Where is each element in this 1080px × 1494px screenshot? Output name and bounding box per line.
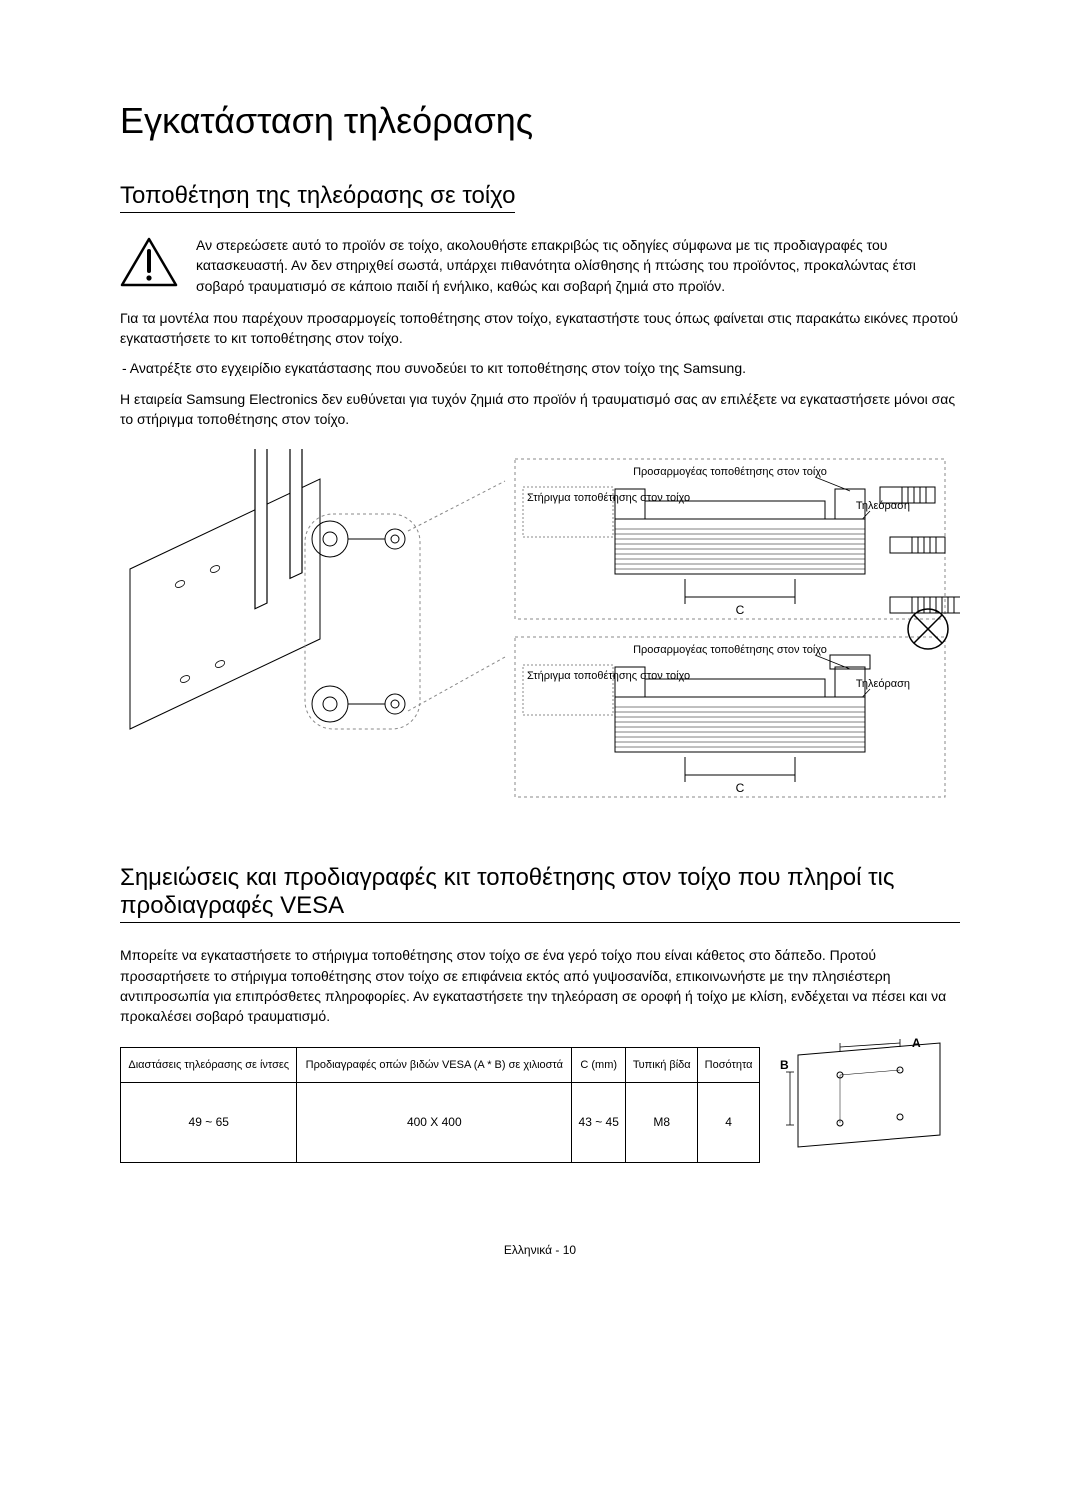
table-row: 49 ~ 65 400 X 400 43 ~ 45 M8 4 [121,1082,760,1162]
spec-table-row: Διαστάσεις τηλεόρασης σε ίντσες Προδιαγρ… [120,1037,960,1163]
mounting-diagram: Προσαρμογέας τοποθέτησης στον τοίχο Στήρ… [120,449,960,814]
warning-icon [120,237,178,292]
diagram-label-tv-bottom: Τηλεόραση [856,678,910,690]
section-wall-mount-heading: Τοποθέτηση της τηλεόρασης σε τοίχο [120,182,515,213]
bullet-list: Ανατρέξτε στο εγχειρίδιο εγκατάστασης πο… [120,358,960,378]
para-models: Για τα μοντέλα που παρέχουν προσαρμογείς… [120,308,960,349]
th-qty: Ποσότητα [698,1047,760,1082]
th-screw: Τυπική βίδα [626,1047,698,1082]
td-c: 43 ~ 45 [572,1082,626,1162]
td-screw: M8 [626,1082,698,1162]
spec-table: Διαστάσεις τηλεόρασης σε ίντσες Προδιαγρ… [120,1047,760,1163]
th-vesa: Προδιαγραφές οπών βιδών VESA (A * B) σε … [297,1047,572,1082]
diagram-label-c-top: C [736,603,745,617]
diagram-label-c-bottom: C [736,781,745,795]
th-c: C (mm) [572,1047,626,1082]
vesa-para: Μπορείτε να εγκαταστήσετε το στήριγμα το… [120,945,960,1026]
para-disclaimer: Η εταιρεία Samsung Electronics δεν ευθύν… [120,389,960,430]
schematic-a-label: A [912,1037,921,1050]
warning-text: Αν στερεώσετε αυτό το προϊόν σε τοίχο, α… [196,235,960,296]
td-qty: 4 [698,1082,760,1162]
warning-block: Αν στερεώσετε αυτό το προϊόν σε τοίχο, α… [120,235,960,296]
schematic-b-label: B [780,1058,789,1072]
bullet-manual: Ανατρέξτε στο εγχειρίδιο εγκατάστασης πο… [138,358,960,378]
vesa-schematic: A B [780,1037,950,1162]
page-title: Εγκατάσταση τηλεόρασης [120,100,960,142]
th-size: Διαστάσεις τηλεόρασης σε ίντσες [121,1047,297,1082]
section-vesa-heading: Σημειώσεις και προδιαγραφές κιτ τοποθέτη… [120,864,960,923]
diagram-label-adapter: Προσαρμογέας τοποθέτησης στον τοίχο [633,466,827,478]
diagram-label-bracket-top: Στήριγμα τοποθέτησης στον τοίχο [527,492,690,504]
td-vesa: 400 X 400 [297,1082,572,1162]
diagram-label-bracket-bottom: Στήριγμα τοποθέτησης στον τοίχο [527,670,690,682]
page-footer: Ελληνικά - 10 [120,1243,960,1257]
td-size: 49 ~ 65 [121,1082,297,1162]
diagram-label-adapter-2: Προσαρμογέας τοποθέτησης στον τοίχο [633,644,827,656]
